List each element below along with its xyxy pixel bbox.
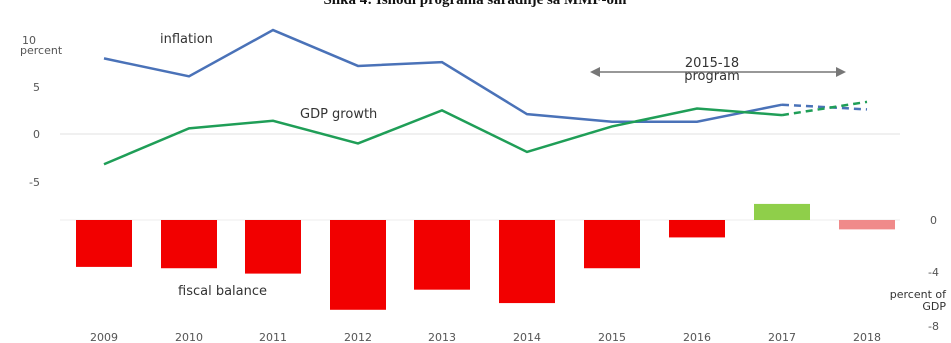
x-tick-2009: 2009 — [90, 331, 118, 343]
program-arrow-right-head — [836, 67, 846, 77]
bar-2012 — [330, 220, 386, 310]
bar-2018 — [839, 220, 895, 230]
program-arrow-left-head — [590, 67, 600, 77]
bar-2014 — [499, 220, 555, 304]
bar-y-tick-minus4: -4 — [928, 266, 939, 279]
bar-2010 — [161, 220, 217, 269]
x-tick-2013: 2013 — [428, 331, 456, 343]
fiscal-balance-label: fiscal balance — [178, 284, 267, 299]
bar-2009 — [76, 220, 132, 267]
bar-2011 — [245, 220, 301, 274]
x-tick-2014: 2014 — [513, 331, 541, 343]
bar-y-axis-label-line2: GDP — [922, 300, 946, 313]
y-tick-0: 0 — [33, 128, 40, 141]
program-years-label: 2015-18 — [685, 56, 739, 71]
bar-y-axis-label-line1: percent of — [890, 288, 947, 301]
bar-2015 — [584, 220, 640, 269]
y-axis-label: percent — [20, 44, 63, 57]
x-tick-2010: 2010 — [175, 331, 203, 343]
chart-title: Slika 4: Ishodi programa saradnje sa MMF… — [323, 0, 627, 8]
bar-2017 — [754, 203, 810, 220]
y-tick-minus5: -5 — [29, 176, 40, 189]
bar-y-tick-0: 0 — [930, 214, 937, 227]
series-projection-0 — [781, 103, 868, 111]
x-tick-2018: 2018 — [853, 331, 881, 343]
series-line-1 — [103, 107, 783, 166]
y-tick-10: 10 — [22, 34, 36, 47]
x-tick-2011: 2011 — [259, 331, 287, 343]
x-tick-2012: 2012 — [344, 331, 372, 343]
bar-2013 — [414, 220, 470, 290]
gdp-growth-label: GDP growth — [300, 107, 377, 122]
y-tick-5: 5 — [33, 81, 40, 94]
x-tick-2016: 2016 — [683, 331, 711, 343]
x-tick-2017: 2017 — [768, 331, 796, 343]
bar-chart-panel: fiscal balance 0 -4 -8 percent of GDP 20… — [60, 203, 947, 343]
program-label: program — [684, 69, 740, 84]
bar-y-tick-minus8: -8 — [928, 320, 939, 333]
series-projection-1 — [781, 100, 868, 117]
inflation-label: inflation — [160, 32, 213, 47]
bar-2016 — [669, 220, 725, 238]
x-tick-2015: 2015 — [598, 331, 626, 343]
line-chart-panel: 10 percent 5 0 -5 inflation GDP growth 2… — [20, 28, 900, 189]
